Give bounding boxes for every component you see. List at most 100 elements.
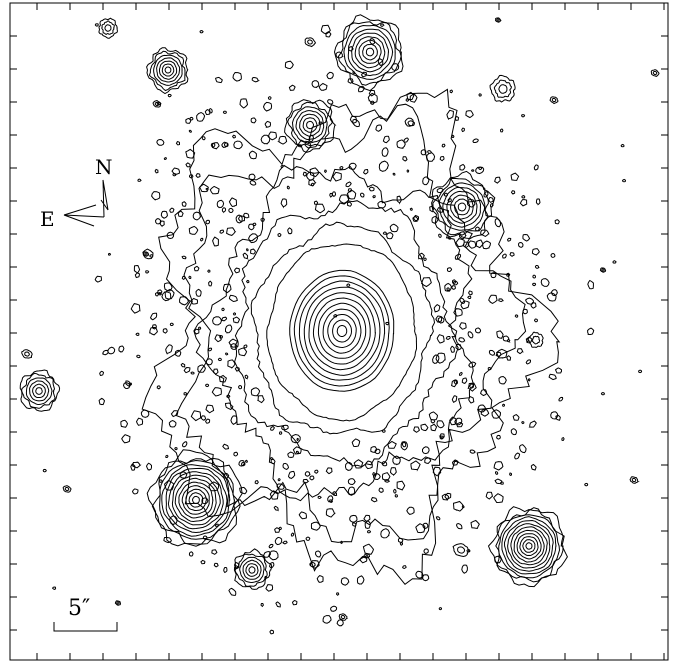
star-contour bbox=[35, 387, 43, 395]
galaxy-outer-isophote bbox=[250, 221, 436, 435]
star-contour bbox=[498, 84, 508, 94]
star-contour bbox=[501, 516, 557, 575]
star-contour bbox=[146, 47, 189, 95]
star-contour bbox=[498, 514, 561, 579]
star-contour bbox=[164, 66, 172, 74]
star-contour bbox=[159, 459, 236, 540]
star-contour bbox=[171, 474, 221, 526]
compact-source bbox=[21, 349, 33, 359]
compact-source-core bbox=[24, 351, 30, 357]
contour-layer bbox=[19, 14, 660, 621]
star-contour bbox=[519, 536, 539, 557]
speckle-path bbox=[42, 23, 643, 635]
star-contour bbox=[438, 182, 486, 231]
compact-source bbox=[650, 69, 660, 77]
compact-source-core bbox=[551, 98, 557, 102]
star-contour bbox=[513, 529, 545, 563]
galaxy-isophote bbox=[289, 269, 395, 392]
star-contour bbox=[362, 43, 378, 61]
star-contour bbox=[302, 117, 318, 133]
compact-source bbox=[549, 96, 559, 105]
star-contour bbox=[343, 24, 396, 80]
star-contour bbox=[291, 106, 328, 144]
star-contour bbox=[525, 542, 533, 550]
star-contour bbox=[358, 39, 382, 64]
star-contour bbox=[446, 190, 478, 224]
star-contour bbox=[457, 202, 467, 212]
star-contour bbox=[98, 17, 118, 39]
star-contour bbox=[153, 54, 183, 86]
star-contour bbox=[337, 21, 403, 86]
star-contour bbox=[522, 539, 536, 553]
star-contour bbox=[503, 519, 554, 572]
star-contour bbox=[354, 36, 386, 69]
compact-source bbox=[142, 251, 150, 257]
star-contour bbox=[365, 47, 375, 57]
compact-source-core bbox=[496, 18, 500, 22]
compact-source bbox=[304, 37, 317, 48]
north-label: N bbox=[95, 155, 113, 179]
north-arrow bbox=[63, 179, 109, 218]
compact-source-core bbox=[307, 39, 313, 45]
compact-source bbox=[629, 476, 640, 484]
star-contour bbox=[165, 467, 228, 534]
galaxy-isophote bbox=[322, 308, 362, 354]
galaxy-isophote bbox=[312, 297, 371, 365]
galaxy-isophote bbox=[293, 275, 390, 387]
star-contour bbox=[104, 24, 112, 32]
star-contour bbox=[453, 198, 471, 216]
star-contour bbox=[333, 14, 404, 92]
star-contour bbox=[347, 28, 394, 77]
star-contour bbox=[167, 471, 224, 530]
compact-source-core bbox=[631, 478, 637, 483]
star-contour bbox=[185, 488, 207, 511]
star-contour bbox=[432, 177, 489, 236]
tick-marks bbox=[10, 3, 668, 660]
star-contour bbox=[191, 495, 200, 504]
star-contour bbox=[531, 335, 541, 345]
star-contour bbox=[159, 60, 178, 80]
star-contour bbox=[507, 523, 551, 569]
star-contour bbox=[487, 506, 568, 588]
compact-source-core bbox=[64, 487, 70, 492]
star-contour bbox=[25, 377, 53, 406]
star-contour bbox=[493, 79, 512, 98]
star-contour bbox=[351, 32, 390, 73]
compact-source-core bbox=[652, 71, 658, 76]
star-contour bbox=[527, 331, 544, 349]
star-contour bbox=[295, 110, 325, 141]
noise-speckles bbox=[42, 23, 643, 635]
star-contour bbox=[510, 526, 548, 566]
star-contour bbox=[21, 372, 56, 409]
star-contour bbox=[188, 492, 204, 508]
star-contour bbox=[151, 457, 241, 545]
compact-source-core bbox=[144, 252, 148, 256]
star-contour bbox=[450, 194, 474, 220]
star-contour bbox=[284, 99, 337, 153]
galaxy-outer-isophote bbox=[193, 164, 475, 502]
compact-source-core bbox=[340, 614, 346, 619]
plot-frame bbox=[9, 2, 669, 661]
compass-rose: N E bbox=[40, 155, 113, 231]
compact-source bbox=[452, 543, 470, 558]
galaxy-isophote bbox=[298, 280, 386, 381]
galaxy-isophote bbox=[332, 319, 353, 343]
star-contour bbox=[174, 477, 217, 523]
compact-source bbox=[494, 17, 502, 23]
compact-source-core bbox=[116, 601, 120, 605]
star-contour bbox=[489, 74, 516, 103]
compact-source bbox=[114, 600, 122, 606]
compact-source bbox=[338, 613, 349, 621]
scale-bar-line bbox=[53, 622, 118, 632]
galaxy-outer-isophote bbox=[141, 88, 561, 585]
star-contour bbox=[495, 507, 565, 583]
star-contour bbox=[161, 63, 175, 77]
star-contour bbox=[299, 113, 321, 137]
star-contour bbox=[178, 481, 214, 519]
star-contour bbox=[242, 559, 262, 580]
star-contour bbox=[146, 449, 243, 547]
star-contour bbox=[248, 566, 256, 574]
star-contour bbox=[19, 369, 61, 412]
scale-bar-label: 5″ bbox=[68, 596, 90, 621]
